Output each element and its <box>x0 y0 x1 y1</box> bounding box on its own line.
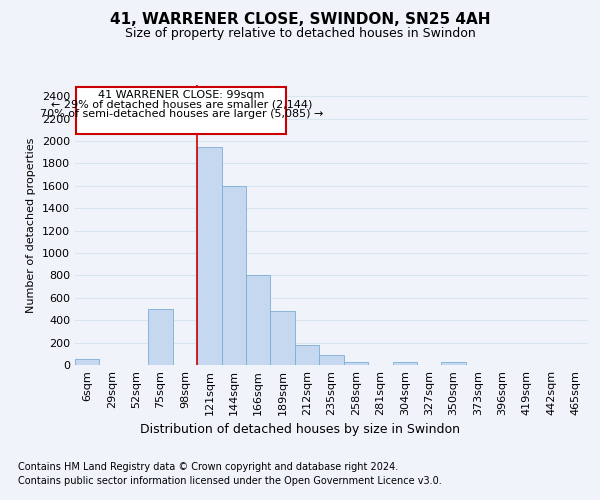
Bar <box>75 360 100 365</box>
Text: ← 29% of detached houses are smaller (2,144): ← 29% of detached houses are smaller (2,… <box>50 100 312 110</box>
Bar <box>246 276 271 365</box>
Text: Distribution of detached houses by size in Swindon: Distribution of detached houses by size … <box>140 422 460 436</box>
Text: 70% of semi-detached houses are larger (5,085) →: 70% of semi-detached houses are larger (… <box>40 108 323 118</box>
Text: Contains HM Land Registry data © Crown copyright and database right 2024.: Contains HM Land Registry data © Crown c… <box>18 462 398 472</box>
Bar <box>148 309 173 365</box>
Bar <box>197 146 221 365</box>
Bar <box>442 362 466 365</box>
Text: 41, WARRENER CLOSE, SWINDON, SN25 4AH: 41, WARRENER CLOSE, SWINDON, SN25 4AH <box>110 12 490 28</box>
Bar <box>319 355 344 365</box>
Text: 41 WARRENER CLOSE: 99sqm: 41 WARRENER CLOSE: 99sqm <box>98 90 265 100</box>
Bar <box>295 345 319 365</box>
Y-axis label: Number of detached properties: Number of detached properties <box>26 138 37 312</box>
Bar <box>221 186 246 365</box>
Bar <box>271 311 295 365</box>
Bar <box>344 362 368 365</box>
Bar <box>392 362 417 365</box>
FancyBboxPatch shape <box>76 87 286 134</box>
Text: Contains public sector information licensed under the Open Government Licence v3: Contains public sector information licen… <box>18 476 442 486</box>
Text: Size of property relative to detached houses in Swindon: Size of property relative to detached ho… <box>125 26 475 40</box>
